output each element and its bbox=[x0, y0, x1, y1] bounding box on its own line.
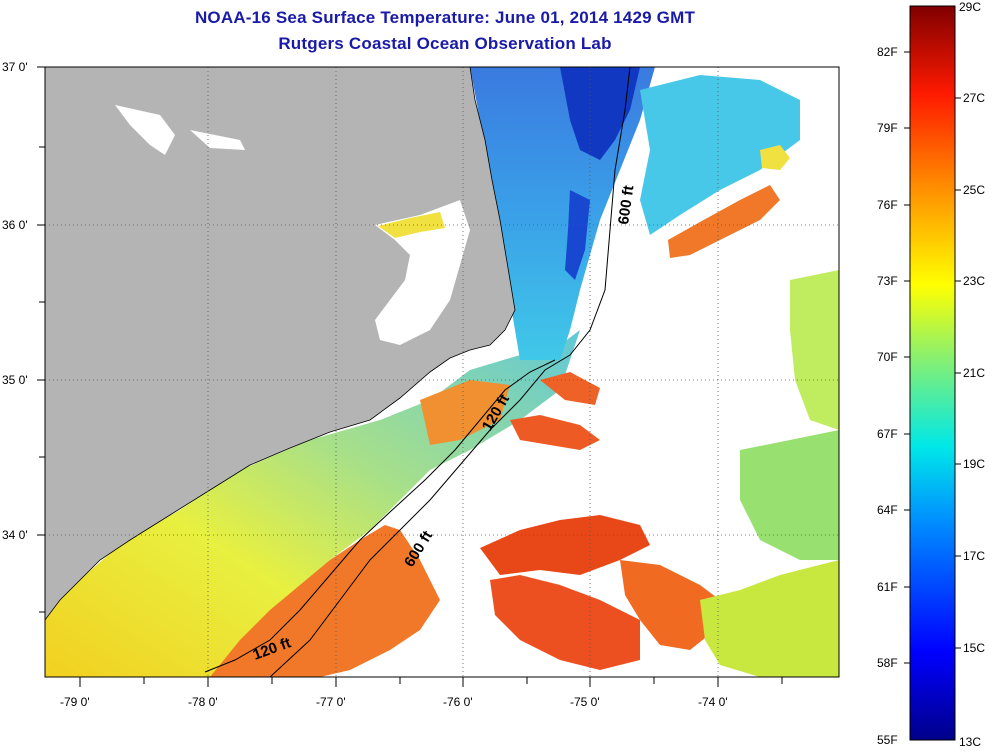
map-area bbox=[45, 67, 839, 677]
cold-streak bbox=[565, 190, 590, 280]
cbar-f-58: 58F bbox=[877, 656, 898, 670]
cbar-c-27: 27C bbox=[963, 91, 985, 105]
cbar-f-67: 67F bbox=[877, 427, 898, 441]
warm-patch-coast bbox=[420, 380, 510, 445]
contour-120ft bbox=[204, 359, 556, 673]
warm-patch-1 bbox=[480, 515, 650, 575]
warm-patch-3 bbox=[620, 560, 720, 650]
lon-ticks bbox=[79, 677, 783, 687]
lat-label-36: 36 0' bbox=[2, 218, 28, 232]
green-patch-mid-east bbox=[740, 430, 839, 560]
cbar-f-61: 61F bbox=[877, 580, 898, 594]
grid-lines bbox=[45, 67, 839, 677]
cbar-c-23: 23C bbox=[963, 274, 985, 288]
lon-label-74: -74 0' bbox=[698, 695, 728, 709]
cbar-f-73: 73F bbox=[877, 274, 898, 288]
contour-label-600ft-north: 600 ft bbox=[615, 184, 637, 225]
land-mass bbox=[45, 67, 516, 621]
lat-label-35: 35 0' bbox=[2, 373, 28, 387]
river-2 bbox=[190, 130, 245, 150]
lon-label-77: -77 0' bbox=[316, 695, 346, 709]
map-subtitle: Rutgers Coastal Ocean Observation Lab bbox=[278, 34, 612, 53]
map-title: NOAA-16 Sea Surface Temperature: June 01… bbox=[194, 8, 696, 27]
lat-ticks bbox=[37, 66, 45, 613]
cold-water-north bbox=[560, 67, 640, 160]
warm-patch-ne bbox=[668, 185, 780, 258]
lon-label-76: -76 0' bbox=[443, 695, 473, 709]
colorbar-ticks bbox=[904, 51, 961, 664]
warm-patch-mid bbox=[510, 415, 600, 450]
contour-600ft bbox=[269, 66, 631, 678]
map-frame bbox=[44, 66, 840, 678]
colorbar bbox=[909, 5, 956, 741]
cbar-c-19: 19C bbox=[963, 457, 985, 471]
cbar-c-15: 15C bbox=[963, 641, 985, 655]
cbar-c-13: 13C bbox=[959, 735, 981, 749]
lon-label-75: -75 0' bbox=[570, 695, 600, 709]
cbar-f-70: 70F bbox=[877, 350, 898, 364]
bathymetry-contours bbox=[204, 66, 631, 678]
lat-label-34: 34 0' bbox=[2, 528, 28, 542]
lon-label-78: -78 0' bbox=[188, 695, 218, 709]
lat-label-37: 37 0' bbox=[2, 60, 28, 74]
river-1 bbox=[115, 105, 175, 155]
sound-yellow bbox=[378, 212, 445, 238]
cbar-f-76: 76F bbox=[877, 198, 898, 212]
warm-band-south bbox=[210, 525, 440, 677]
green-patch-east bbox=[700, 560, 839, 677]
cbar-f-55: 55F bbox=[877, 733, 898, 747]
cbar-c-17: 17C bbox=[963, 549, 985, 563]
warm-patch-2 bbox=[490, 575, 640, 670]
cbar-f-79: 79F bbox=[877, 121, 898, 135]
cbar-c-29: 29C bbox=[959, 0, 981, 14]
cbar-c-21: 21C bbox=[963, 366, 985, 380]
cbar-f-64: 64F bbox=[877, 503, 898, 517]
cyan-patch-ne bbox=[640, 75, 800, 235]
lightgreen-patch bbox=[790, 270, 839, 430]
lon-label-79: -79 0' bbox=[60, 695, 90, 709]
cbar-f-82: 82F bbox=[877, 45, 898, 59]
yellow-spot-ne bbox=[760, 145, 790, 170]
cbar-c-25: 25C bbox=[963, 183, 985, 197]
